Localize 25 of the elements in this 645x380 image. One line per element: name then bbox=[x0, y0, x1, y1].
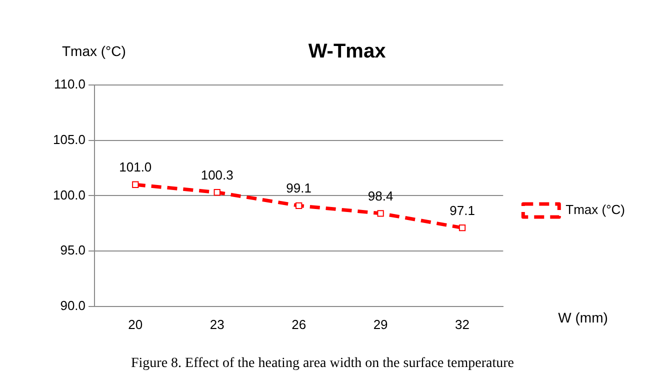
y-tick-label: 100.0 bbox=[52, 187, 86, 202]
point bbox=[132, 181, 139, 188]
x-axis-title: W (mm) bbox=[558, 309, 608, 326]
y-axis-title: Tmax (°C) bbox=[62, 42, 126, 59]
data-label: 100.3 bbox=[200, 167, 234, 182]
point bbox=[458, 224, 466, 232]
x-tick-label: 32 bbox=[455, 316, 470, 332]
x-tick-label: 26 bbox=[292, 316, 306, 332]
data-label: 98.4 bbox=[368, 188, 394, 204]
y-tick-label: 95.0 bbox=[60, 242, 86, 258]
y-tick-label: 90.0 bbox=[60, 298, 86, 313]
y-tick-label: 110.0 bbox=[54, 76, 86, 92]
point bbox=[296, 202, 302, 209]
chart-title: W-Tmax bbox=[308, 40, 386, 63]
caption: Figure 8. Effect of the heating area width on the surface temperature bbox=[130, 356, 516, 372]
data-label: 97.1 bbox=[450, 202, 475, 218]
x-tick-label: 20 bbox=[128, 316, 143, 332]
legend-label: Tmax (°C) bbox=[566, 202, 625, 218]
x-tick-label: 23 bbox=[210, 316, 224, 332]
data-label: 99.1 bbox=[286, 180, 312, 196]
data-label: 101.0 bbox=[119, 160, 152, 175]
y-tick-label: 105.0 bbox=[52, 132, 86, 147]
point bbox=[377, 210, 384, 217]
x-tick-label: 29 bbox=[373, 316, 388, 332]
point bbox=[214, 189, 220, 196]
